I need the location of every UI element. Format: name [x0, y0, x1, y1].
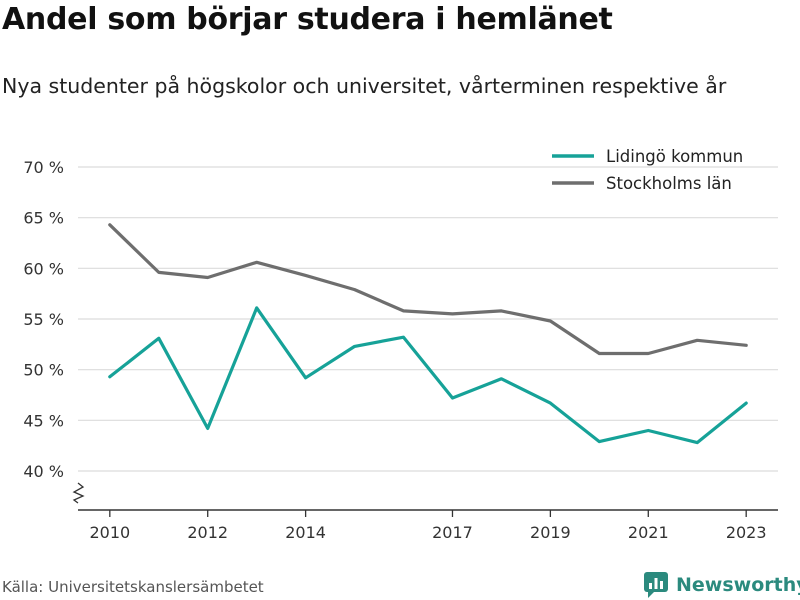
- page-subtitle: Nya studenter på högskolor och universit…: [2, 74, 727, 98]
- page-title: Andel som börjar studera i hemlänet: [2, 2, 613, 37]
- series-line-lidingo: [108, 306, 748, 445]
- axis-layer: 40 % 45 % 50 % 55 % 60 % 65 % 70 % 2010 2012 2014…: [23, 158, 778, 542]
- x-tick-label: 2017: [432, 523, 473, 542]
- y-tick-label: 65 %: [23, 209, 64, 228]
- brand-badge[interactable]: Newsworthy: [644, 570, 800, 600]
- y-tick-label: 60 %: [23, 259, 64, 278]
- source-note: Källa: Universitetskanslersämbetet: [2, 578, 264, 596]
- y-tick-label: 70 %: [23, 158, 64, 177]
- y-tick-label: 45 %: [23, 411, 64, 430]
- grid-layer: [78, 166, 778, 472]
- legend: Lidingö kommun Stockholms län: [552, 147, 743, 193]
- y-tick-label: 55 %: [23, 310, 64, 329]
- y-tick-label: 50 %: [23, 361, 64, 380]
- legend-label: Lidingö kommun: [606, 147, 743, 166]
- x-tick-label: 2019: [530, 523, 571, 542]
- newsworthy-logo-icon: [644, 572, 668, 598]
- legend-label: Stockholms län: [606, 174, 732, 193]
- x-tick-label: 2010: [89, 523, 130, 542]
- y-axis-break-icon: [72, 482, 85, 504]
- x-tick-label: 2023: [726, 523, 767, 542]
- series-layer: [108, 223, 748, 445]
- x-tick-label: 2012: [187, 523, 228, 542]
- y-tick-label: 40 %: [23, 462, 64, 481]
- x-tick-label: 2021: [628, 523, 669, 542]
- series-line-stockholm: [108, 223, 748, 356]
- x-tick-label: 2014: [285, 523, 326, 542]
- brand-name: Newsworthy: [676, 574, 800, 596]
